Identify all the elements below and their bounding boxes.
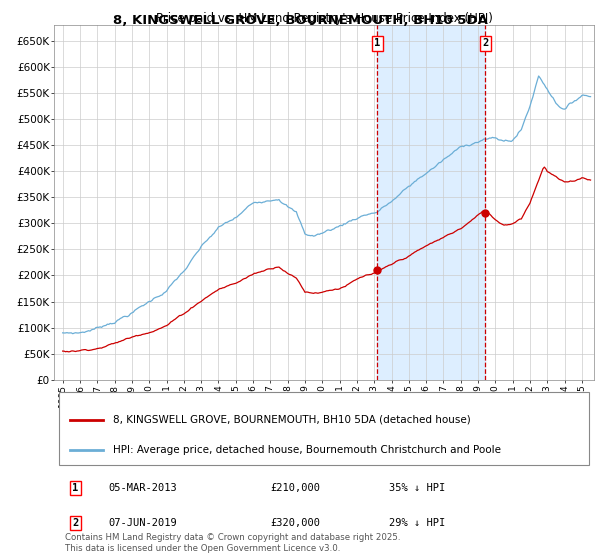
Text: 2: 2	[482, 39, 488, 49]
Text: £320,000: £320,000	[270, 518, 320, 528]
Text: 8, KINGSWELL GROVE, BOURNEMOUTH, BH10 5DA (detached house): 8, KINGSWELL GROVE, BOURNEMOUTH, BH10 5D…	[113, 415, 471, 425]
Text: 1: 1	[73, 483, 79, 493]
Text: £210,000: £210,000	[270, 483, 320, 493]
Title: Price paid vs. HM Land Registry's House Price Index (HPI): Price paid vs. HM Land Registry's House …	[155, 12, 493, 25]
Text: 35% ↓ HPI: 35% ↓ HPI	[389, 483, 445, 493]
Text: 29% ↓ HPI: 29% ↓ HPI	[389, 518, 445, 528]
FancyBboxPatch shape	[59, 392, 589, 465]
Text: 05-MAR-2013: 05-MAR-2013	[108, 483, 177, 493]
Text: 07-JUN-2019: 07-JUN-2019	[108, 518, 177, 528]
Text: 8, KINGSWELL GROVE, BOURNEMOUTH, BH10 5DA: 8, KINGSWELL GROVE, BOURNEMOUTH, BH10 5D…	[113, 14, 487, 27]
Bar	[377, 25, 485, 380]
Text: 2: 2	[73, 518, 79, 528]
Text: 1: 1	[374, 39, 380, 49]
Text: Contains HM Land Registry data © Crown copyright and database right 2025.
This d: Contains HM Land Registry data © Crown c…	[65, 533, 400, 553]
Text: HPI: Average price, detached house, Bournemouth Christchurch and Poole: HPI: Average price, detached house, Bour…	[113, 445, 502, 455]
